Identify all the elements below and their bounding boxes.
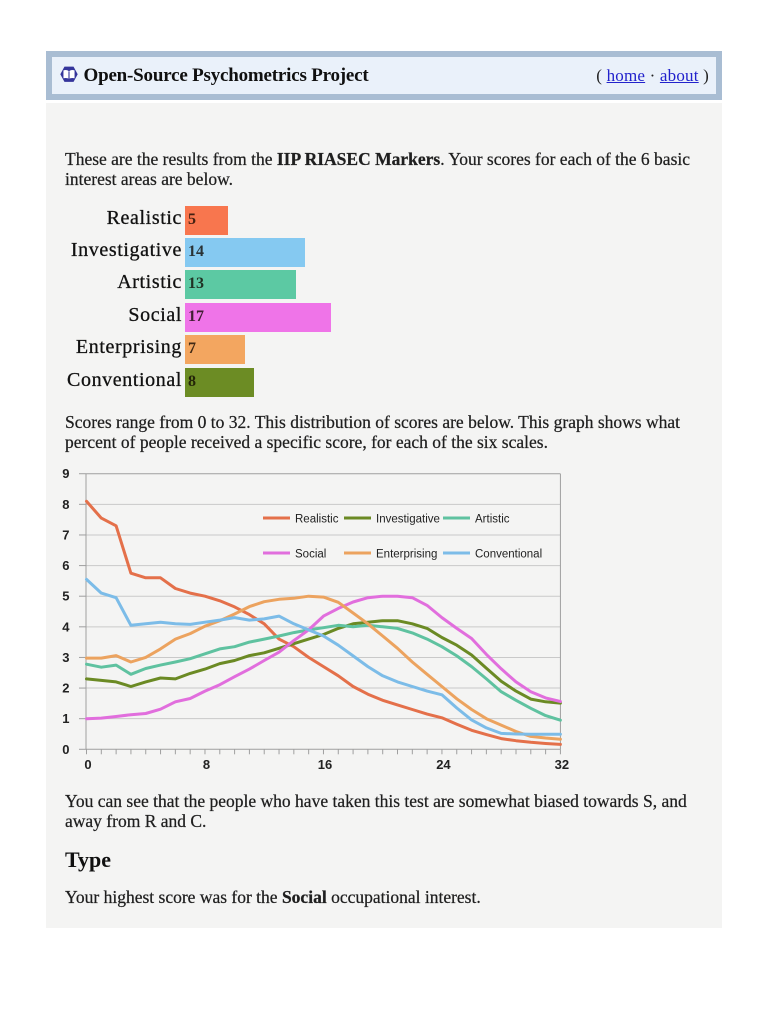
- svg-text:Artistic: Artistic: [475, 514, 510, 526]
- svg-text:9: 9: [62, 466, 69, 481]
- svg-text:16: 16: [318, 757, 332, 772]
- svg-text:0: 0: [62, 742, 69, 757]
- svg-text:5: 5: [62, 589, 69, 604]
- svg-text:Enterprising: Enterprising: [376, 549, 437, 561]
- svg-text:32: 32: [555, 757, 569, 772]
- svg-text:4: 4: [62, 619, 70, 634]
- svg-text:Realistic: Realistic: [295, 514, 339, 526]
- svg-text:Investigative: Investigative: [376, 514, 440, 526]
- svg-text:8: 8: [203, 757, 210, 772]
- svg-text:2: 2: [62, 681, 69, 696]
- svg-text:8: 8: [62, 497, 69, 512]
- svg-text:Social: Social: [295, 549, 326, 561]
- svg-text:6: 6: [62, 558, 69, 573]
- svg-text:0: 0: [84, 757, 91, 772]
- svg-text:Conventional: Conventional: [475, 549, 542, 561]
- svg-text:1: 1: [62, 711, 69, 726]
- svg-text:3: 3: [62, 650, 69, 665]
- svg-text:24: 24: [436, 757, 451, 772]
- svg-text:7: 7: [62, 527, 69, 542]
